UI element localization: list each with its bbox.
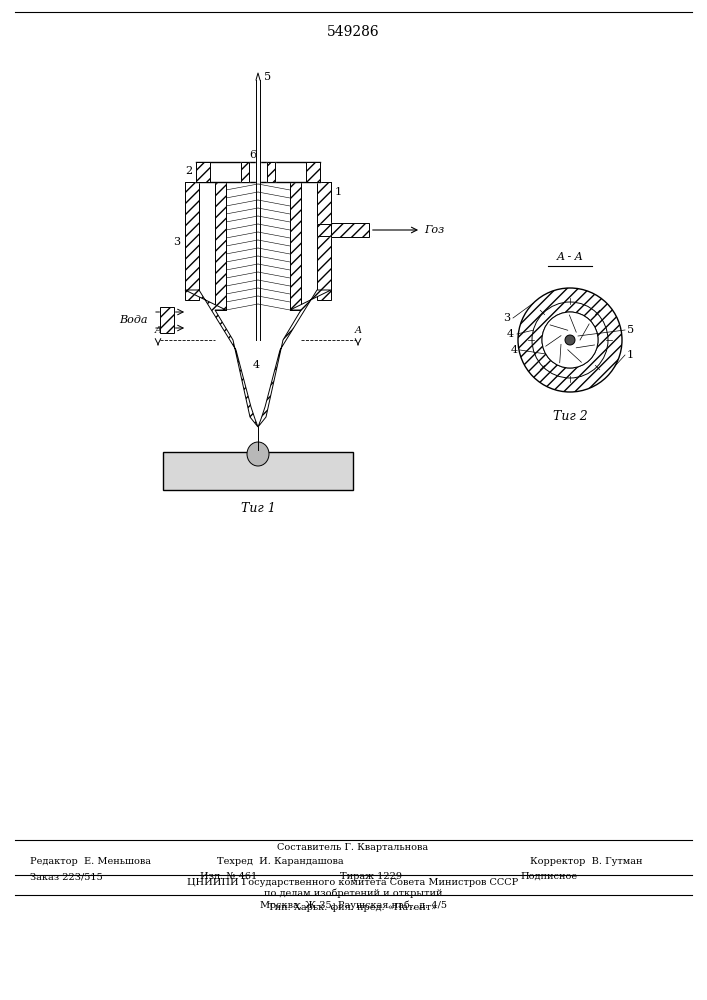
Text: Корректор  В. Гутман: Корректор В. Гутман (530, 857, 643, 866)
Polygon shape (160, 307, 174, 333)
Text: по делам изобретений и открытий: по делам изобретений и открытий (264, 889, 443, 898)
Polygon shape (215, 162, 226, 310)
Text: Техред  И. Карандашова: Техред И. Карандашова (216, 857, 344, 866)
Polygon shape (196, 162, 210, 182)
Polygon shape (241, 162, 249, 182)
Polygon shape (317, 182, 331, 300)
Polygon shape (317, 224, 371, 236)
Polygon shape (306, 162, 320, 182)
Polygon shape (241, 162, 249, 182)
Text: Москва, Ж-35, Раушская наб., д. 4/5: Москва, Ж-35, Раушская наб., д. 4/5 (259, 900, 447, 910)
Bar (163, 452, 353, 490)
Polygon shape (196, 162, 320, 182)
Text: 5: 5 (264, 72, 271, 82)
Polygon shape (317, 182, 331, 300)
Polygon shape (331, 223, 369, 237)
Text: 4: 4 (511, 345, 518, 355)
Polygon shape (290, 162, 301, 310)
Text: Τиг 2: Τиг 2 (553, 410, 588, 423)
Text: 2: 2 (185, 166, 192, 176)
Polygon shape (256, 80, 260, 182)
Text: 5: 5 (627, 325, 634, 335)
Polygon shape (160, 307, 174, 333)
Text: Тираж 1229: Тираж 1229 (340, 872, 402, 881)
Text: ЦНИИПИ Государственного комитета Совета Министров СССР: ЦНИИПИ Государственного комитета Совета … (187, 878, 519, 887)
Text: Τиг 1: Τиг 1 (240, 502, 275, 515)
Text: 6: 6 (249, 150, 256, 160)
Circle shape (565, 335, 575, 345)
Circle shape (518, 288, 622, 392)
Text: Вода: Вода (119, 315, 148, 325)
Polygon shape (267, 162, 275, 182)
Text: 4: 4 (252, 360, 259, 370)
Text: Изд. № 461: Изд. № 461 (200, 872, 257, 881)
Text: Тип. Харьк. фил. пред. «Патент»: Тип. Харьк. фил. пред. «Патент» (269, 903, 438, 912)
Text: Заказ 223/515: Заказ 223/515 (30, 872, 103, 881)
Polygon shape (258, 290, 331, 427)
Polygon shape (331, 223, 369, 237)
Polygon shape (185, 290, 258, 427)
Polygon shape (267, 162, 275, 182)
Text: A - A: A - A (556, 252, 583, 262)
Text: A: A (354, 326, 361, 335)
Text: 549286: 549286 (327, 25, 380, 39)
Ellipse shape (247, 442, 269, 466)
Circle shape (532, 302, 608, 378)
Polygon shape (185, 290, 258, 427)
Polygon shape (258, 290, 331, 427)
Polygon shape (215, 162, 226, 310)
Polygon shape (185, 182, 199, 300)
Polygon shape (317, 224, 371, 236)
Text: Подписное: Подписное (520, 872, 577, 881)
Text: 1: 1 (335, 187, 342, 197)
Circle shape (542, 312, 598, 368)
Polygon shape (196, 162, 210, 182)
Text: Гоз: Гоз (424, 225, 444, 235)
Text: 3: 3 (173, 237, 180, 247)
Text: Составитель Г. Квартальнова: Составитель Г. Квартальнова (277, 843, 428, 852)
Circle shape (542, 312, 598, 368)
Text: 4: 4 (507, 329, 514, 339)
Polygon shape (306, 162, 320, 182)
Polygon shape (331, 224, 371, 236)
Polygon shape (196, 162, 320, 182)
Text: 3: 3 (503, 313, 510, 323)
Text: 1: 1 (627, 350, 634, 360)
Polygon shape (290, 162, 301, 310)
Text: Редактор  Е. Меньшова: Редактор Е. Меньшова (30, 857, 151, 866)
Text: A: A (155, 326, 161, 335)
Polygon shape (185, 182, 199, 300)
Polygon shape (210, 162, 306, 182)
